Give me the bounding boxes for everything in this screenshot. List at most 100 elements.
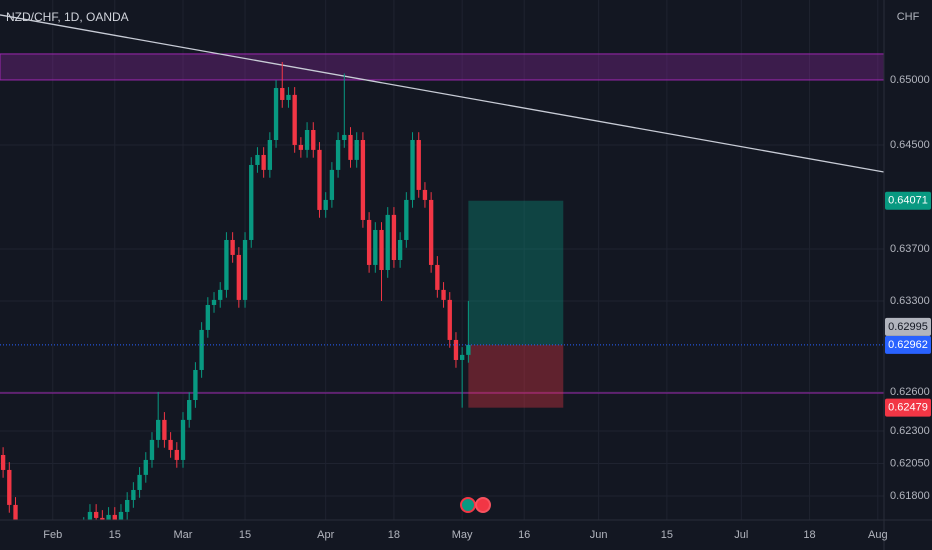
- candle-body: [385, 214, 390, 271]
- price-tag: [885, 398, 931, 417]
- y-tick-label: 0.62050: [890, 457, 930, 469]
- candle-body: [323, 199, 328, 210]
- event-icons[interactable]: [460, 497, 491, 513]
- candle-body: [348, 134, 353, 160]
- candle-body: [366, 219, 372, 265]
- candle-body: [211, 299, 217, 305]
- candle-body: [93, 511, 99, 518]
- x-tick-label: 18: [803, 529, 815, 541]
- candle-body: [118, 511, 124, 520]
- candle-body: [435, 264, 440, 290]
- y-tick-label: 0.65000: [890, 74, 930, 86]
- trendline: [0, 14, 884, 173]
- candle-body: [112, 514, 117, 520]
- candle-body: [360, 140, 366, 220]
- candle-body: [404, 199, 409, 240]
- x-tick-label: Apr: [317, 529, 334, 541]
- event-icon[interactable]: [460, 497, 476, 513]
- candle-body: [273, 88, 279, 141]
- candle-body: [267, 140, 273, 170]
- x-tick-label: Jul: [734, 529, 748, 541]
- candle-body: [255, 154, 260, 165]
- candle-body: [416, 140, 421, 190]
- position-stop: [468, 344, 564, 408]
- candle-body: [100, 517, 105, 520]
- candle-body: [249, 164, 254, 240]
- y-tick-label: 0.62600: [890, 386, 930, 398]
- candle-body: [187, 400, 192, 420]
- y-tick-label: 0.63300: [890, 295, 930, 307]
- candle-body: [397, 239, 403, 260]
- x-tick-label: 15: [661, 529, 673, 541]
- candle-body: [13, 504, 18, 520]
- candle-body: [224, 239, 229, 290]
- candle-body: [193, 369, 198, 401]
- candle-body: [441, 289, 446, 300]
- candle-body: [354, 140, 359, 160]
- candle-body: [292, 94, 297, 145]
- price-tag: [885, 317, 931, 336]
- candle-body: [199, 329, 204, 370]
- candle-body: [137, 474, 142, 490]
- y-tick-label: 0.63700: [890, 243, 930, 255]
- candle-body: [218, 289, 223, 300]
- candle-body: [125, 499, 130, 512]
- candle-body: [379, 229, 384, 271]
- y-tick-label: 0.62300: [890, 425, 930, 437]
- candle-body: [143, 459, 148, 475]
- x-tick-label: 15: [109, 529, 121, 541]
- candle-body: [286, 94, 291, 100]
- candle-body: [261, 154, 266, 170]
- chart-title: NZD/CHF, 1D, OANDA: [6, 10, 129, 24]
- candle-body: [391, 214, 397, 260]
- candle-body: [174, 449, 179, 460]
- x-tick-label: Jun: [590, 529, 608, 541]
- candle-body: [230, 239, 235, 255]
- candle-body: [87, 511, 93, 520]
- x-tick-label: Mar: [174, 529, 193, 541]
- x-tick-label: May: [452, 529, 473, 541]
- candle-body: [162, 419, 167, 440]
- candle-body: [459, 354, 465, 360]
- price-tag-label: 0.62995: [888, 321, 928, 333]
- candle-body: [280, 88, 285, 100]
- currency-label: CHF: [897, 11, 920, 23]
- plot-area: [0, 0, 884, 520]
- candle-body: [311, 130, 316, 150]
- candle-body: [242, 239, 248, 300]
- candle-body: [422, 189, 428, 200]
- candle-body: [180, 419, 186, 460]
- candle-body: [410, 140, 415, 200]
- candle-body: [149, 439, 155, 460]
- candle-body: [453, 339, 459, 360]
- y-tick-label: 0.64500: [890, 139, 930, 151]
- x-tick-label: Aug: [868, 529, 888, 541]
- y-tick-label: 0.61800: [890, 490, 930, 502]
- x-tick-label: 16: [518, 529, 530, 541]
- x-tick-label: Feb: [43, 529, 62, 541]
- price-tag-label: 0.64071: [888, 195, 928, 207]
- candle-body: [373, 229, 378, 265]
- x-tick-label: 18: [388, 529, 400, 541]
- event-icon[interactable]: [475, 497, 491, 513]
- candle-body: [428, 199, 434, 265]
- price-tag: [885, 191, 931, 210]
- candle-body: [205, 304, 210, 330]
- candle-body: [447, 299, 452, 340]
- candle-body: [335, 140, 341, 170]
- position-target: [468, 200, 564, 345]
- candle-body: [329, 169, 335, 200]
- candle-body: [131, 489, 136, 500]
- candle-body: [466, 344, 471, 355]
- candle-body: [168, 439, 173, 450]
- candle-body: [106, 514, 111, 520]
- price-tag-label: 0.62962: [888, 339, 928, 351]
- x-tick-label: 15: [239, 529, 251, 541]
- resistance-zone: [0, 53, 884, 81]
- candle-body: [7, 469, 12, 505]
- price-tag-label: 0.62479: [888, 402, 928, 414]
- candle-body: [298, 144, 304, 150]
- candle-body: [156, 419, 161, 440]
